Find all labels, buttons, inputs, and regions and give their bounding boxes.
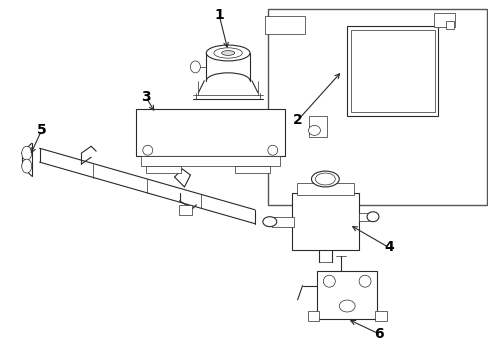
Ellipse shape	[221, 51, 235, 55]
Bar	[178, 205, 193, 215]
Ellipse shape	[316, 173, 335, 185]
Text: 1: 1	[214, 8, 224, 22]
Bar	[296, 183, 354, 195]
Ellipse shape	[367, 212, 379, 222]
Ellipse shape	[206, 45, 250, 61]
Ellipse shape	[214, 48, 243, 58]
Text: 3: 3	[141, 90, 150, 104]
Bar	[235, 166, 270, 173]
Bar	[269, 9, 487, 205]
Bar	[272, 217, 294, 227]
Bar	[351, 30, 435, 112]
Bar	[310, 116, 327, 137]
Ellipse shape	[309, 125, 320, 135]
Ellipse shape	[191, 61, 200, 73]
Text: 6: 6	[374, 327, 384, 341]
Ellipse shape	[323, 275, 335, 287]
Bar	[136, 109, 285, 156]
Ellipse shape	[339, 300, 355, 312]
Bar	[347, 26, 439, 116]
Bar	[308, 311, 319, 321]
Bar	[146, 166, 180, 173]
Bar	[318, 271, 377, 319]
Bar	[434, 13, 455, 27]
Ellipse shape	[143, 145, 153, 155]
Ellipse shape	[263, 217, 277, 227]
Bar	[359, 213, 369, 221]
Bar	[292, 193, 359, 251]
Ellipse shape	[312, 171, 339, 187]
Bar	[141, 156, 280, 166]
Bar	[375, 311, 387, 321]
Ellipse shape	[359, 275, 371, 287]
Ellipse shape	[268, 145, 278, 155]
Ellipse shape	[22, 146, 32, 160]
Bar	[265, 16, 305, 34]
Text: 5: 5	[37, 123, 47, 138]
Text: 2: 2	[293, 113, 302, 127]
Bar	[446, 21, 454, 29]
Text: 4: 4	[384, 240, 394, 255]
Ellipse shape	[22, 159, 32, 173]
